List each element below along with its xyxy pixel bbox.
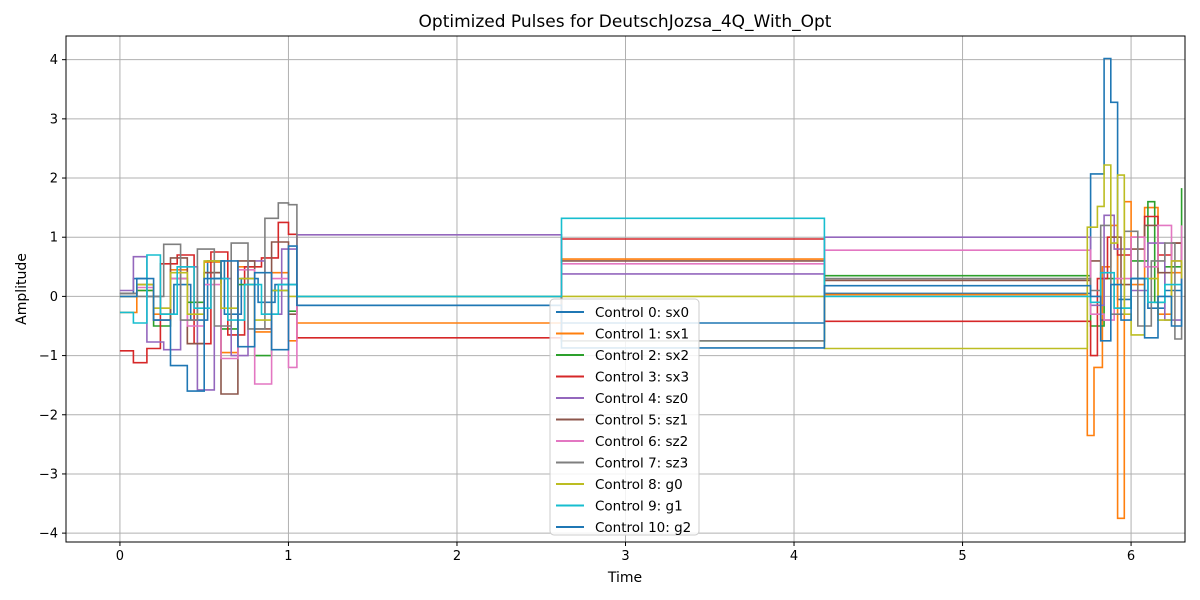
y-tick-label: −3 xyxy=(39,467,58,482)
legend-label-3: Control 3: sx3 xyxy=(595,370,689,386)
legend-label-10: Control 10: g2 xyxy=(595,520,691,536)
chart-title: Optimized Pulses for DeutschJozsa_4Q_Wit… xyxy=(419,12,832,32)
y-tick-label: 3 xyxy=(50,112,58,127)
legend-box xyxy=(549,298,700,536)
x-tick-label: 2 xyxy=(453,549,461,564)
legend-label-8: Control 8: g0 xyxy=(595,477,683,493)
y-tick-label: 4 xyxy=(50,53,58,68)
series-line-10 xyxy=(119,245,1183,392)
y-tick-label: 2 xyxy=(50,172,58,187)
legend-label-9: Control 9: g1 xyxy=(595,499,683,515)
x-tick-label: 0 xyxy=(116,549,124,564)
series-group xyxy=(119,57,1183,520)
y-tick-label: 1 xyxy=(50,231,58,246)
y-tick-label: 0 xyxy=(50,290,58,305)
legend-label-4: Control 4: sz0 xyxy=(595,391,688,407)
y-tick-label: −1 xyxy=(39,349,58,364)
y-tick-label: −4 xyxy=(39,527,58,542)
legend-label-6: Control 6: sz2 xyxy=(595,434,688,450)
x-tick-label: 5 xyxy=(958,549,966,564)
legend-label-0: Control 0: sx0 xyxy=(595,305,689,321)
y-tick-label: −2 xyxy=(39,408,58,423)
legend: Control 0: sx0 Control 1: sx1 Control 2: s… xyxy=(549,298,700,536)
legend-label-2: Control 2: sx2 xyxy=(595,348,689,364)
y-axis-title: Amplitude xyxy=(14,253,30,325)
legend-label-7: Control 7: sz3 xyxy=(595,456,688,472)
legend-label-5: Control 5: sz1 xyxy=(595,413,688,429)
ticks: 0 1 2 3 4 5 6 −4 −3 −2 −1 0 1 2 3 4 xyxy=(39,53,1135,564)
x-tick-label: 4 xyxy=(790,549,798,564)
x-tick-label: 1 xyxy=(284,549,292,564)
x-tick-label: 3 xyxy=(621,549,629,564)
legend-label-1: Control 1: sx1 xyxy=(595,327,689,343)
x-axis-title: Time xyxy=(607,570,642,586)
x-tick-label: 6 xyxy=(1127,549,1135,564)
